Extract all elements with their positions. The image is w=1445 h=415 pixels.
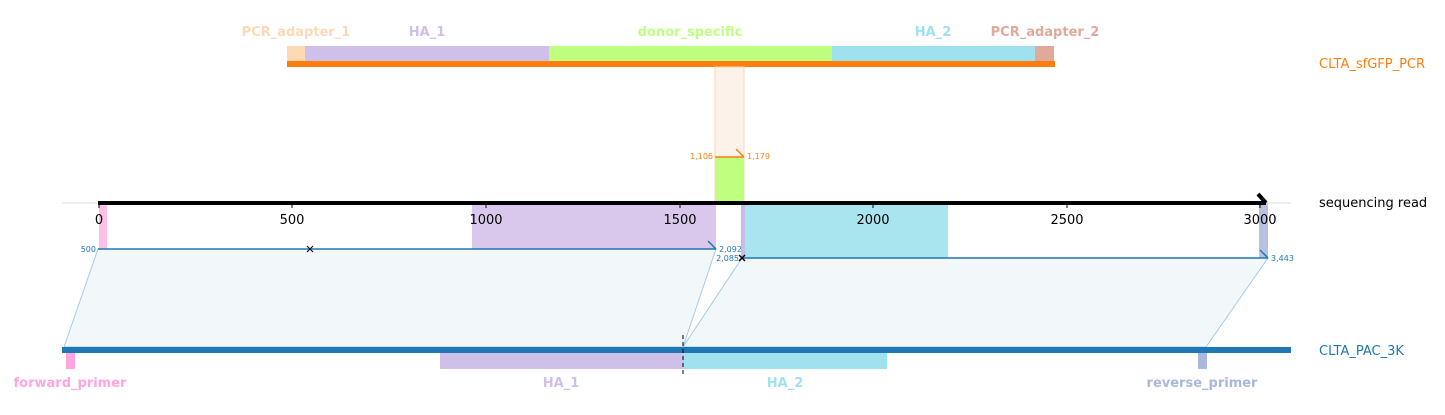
- ref-feature-ha1: [305, 46, 549, 61]
- target-bar: [62, 347, 1291, 353]
- ref-label-pcr-adapter-1: PCR_adapter_1: [242, 25, 351, 40]
- read-feature-reverse-primer: [1259, 203, 1268, 258]
- target-feature-ha2: [684, 353, 887, 369]
- target-label-reverse-primer: reverse_primer: [1147, 376, 1259, 391]
- ref-label-ha2: HA_2: [915, 25, 952, 40]
- mismatch-marker-2: [738, 254, 746, 262]
- target-label-ha1: HA_1: [543, 376, 580, 391]
- read-feature-forward-primer: [99, 203, 107, 249]
- read-track: 0 500 1000 1500 2000 2500 3000 sequencin…: [62, 192, 1427, 228]
- ref-feature-ha2: [832, 46, 1035, 61]
- read-feature-ha1: [472, 203, 716, 249]
- ref-label-ha1: HA_1: [409, 25, 446, 40]
- reference-alignment: 1,106 1,179: [690, 66, 770, 204]
- target-track: forward_primer HA_1 HA_2 reverse_primer …: [14, 335, 1404, 391]
- ref-feature-pcr-adapter-1: [287, 46, 305, 61]
- target1-coord-end: 2,092: [719, 245, 742, 254]
- target-feature-reverse-primer: [1198, 353, 1207, 369]
- target1-coord-start: 500: [81, 245, 96, 254]
- read-tick-label-2000: 2000: [856, 213, 889, 228]
- target2-coord-start: 2,085: [716, 254, 739, 263]
- read-features: [99, 203, 1268, 258]
- read-tick-label-0: 0: [95, 213, 103, 228]
- read-feature-ha1-edge: [741, 203, 745, 258]
- ref-feature-donor-specific: [549, 46, 832, 61]
- target-label-forward-primer: forward_primer: [14, 376, 128, 391]
- reference-track-name: CLTA_sfGFP_PCR: [1319, 57, 1425, 72]
- read-tick-label-1000: 1000: [469, 213, 502, 228]
- target-alignment-1-arrow: [707, 240, 717, 250]
- mismatch-marker-1: [306, 245, 314, 253]
- reference-track: PCR_adapter_1 HA_1 donor_specific HA_2 P…: [242, 25, 1425, 72]
- read-tick-label-2500: 2500: [1050, 213, 1083, 228]
- ref-alignment-arrow: [735, 148, 745, 158]
- read-track-name: sequencing read: [1319, 196, 1427, 211]
- target-alignment-2-arrow: [1259, 249, 1269, 259]
- read-tick-label-1500: 1500: [663, 213, 696, 228]
- ref-coord-start: 1,106: [690, 152, 713, 161]
- target-label-ha2: HA_2: [767, 376, 804, 391]
- target-track-name: CLTA_PAC_3K: [1319, 344, 1404, 359]
- reference-bar: [287, 61, 1055, 67]
- target-feature-ha1: [440, 353, 684, 369]
- read-arrow-head: [1256, 192, 1268, 205]
- donor-specific-on-read: [715, 157, 744, 203]
- read-tick-label-3000: 3000: [1243, 213, 1276, 228]
- read-tick-label-500: 500: [280, 213, 305, 228]
- ref-feature-pcr-adapter-2: [1035, 46, 1054, 61]
- read-feature-ha2: [745, 203, 948, 258]
- target2-coord-end: 3,443: [1271, 254, 1294, 263]
- ref-coord-end: 1,179: [747, 152, 770, 161]
- target-alignment-2: [682, 257, 1269, 348]
- ref-label-pcr-adapter-2: PCR_adapter_2: [991, 25, 1100, 40]
- ref-label-donor-specific: donor_specific: [638, 25, 743, 40]
- target-alignment-1: [63, 248, 717, 348]
- target-feature-forward-primer: [66, 353, 75, 369]
- target-alignments: 500 2,092 2,085 3,443: [63, 240, 1294, 348]
